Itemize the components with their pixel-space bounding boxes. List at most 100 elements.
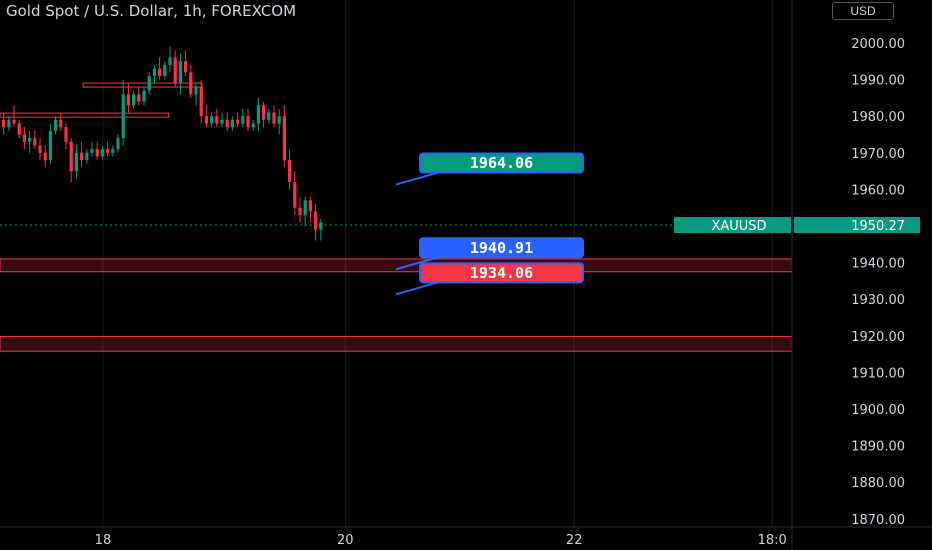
price-tick-label: 2000.00 bbox=[851, 37, 905, 52]
candle bbox=[111, 145, 115, 157]
candle-body bbox=[277, 116, 281, 124]
price-tick-label: 1880.00 bbox=[851, 476, 905, 491]
candle bbox=[220, 112, 224, 128]
candle-body bbox=[2, 119, 6, 128]
candle bbox=[314, 204, 318, 241]
candle bbox=[173, 50, 177, 87]
candle bbox=[22, 127, 26, 150]
price-tick-label: 1990.00 bbox=[851, 74, 905, 89]
price-scale[interactable]: 2000.00 1990.00 1980.00 1970.00 1960.00 1950.… bbox=[851, 37, 905, 528]
candle bbox=[308, 196, 312, 223]
candle bbox=[17, 119, 21, 139]
callout-label: 1964.06 bbox=[470, 154, 533, 172]
candle bbox=[74, 145, 78, 179]
candle bbox=[90, 141, 94, 157]
price-tick-label: 1940.00 bbox=[851, 257, 905, 272]
price-callout[interactable]: 1934.06 bbox=[395, 262, 584, 296]
candle bbox=[168, 46, 172, 73]
callout-label: 1940.91 bbox=[470, 239, 533, 257]
candle-body bbox=[54, 119, 58, 131]
candle bbox=[267, 108, 271, 124]
candle-body bbox=[147, 75, 151, 91]
price-tick-label: 1930.00 bbox=[851, 293, 905, 308]
candle-body bbox=[272, 112, 276, 124]
time-scale[interactable]: 18 20 22 18:0 bbox=[95, 533, 787, 548]
candle-body bbox=[225, 119, 229, 128]
candle-body bbox=[116, 138, 120, 150]
candle-body bbox=[152, 68, 156, 76]
candle bbox=[100, 145, 104, 161]
candle bbox=[80, 141, 84, 168]
candle-body bbox=[210, 116, 214, 124]
candle-body bbox=[80, 152, 84, 161]
candle-body bbox=[90, 149, 94, 153]
candle bbox=[251, 119, 255, 131]
candle bbox=[215, 108, 219, 128]
candle-body bbox=[132, 94, 136, 106]
candle-body bbox=[236, 119, 240, 124]
candle-body bbox=[17, 123, 21, 135]
candle-body bbox=[293, 182, 297, 208]
candle bbox=[225, 112, 229, 131]
support-zones bbox=[0, 258, 793, 352]
candle-body bbox=[38, 145, 42, 153]
candle-body bbox=[241, 116, 245, 124]
callout-box bbox=[419, 262, 584, 284]
candle bbox=[210, 112, 214, 128]
candle bbox=[59, 112, 63, 131]
candle-body bbox=[314, 211, 318, 230]
candle bbox=[64, 123, 68, 150]
candle bbox=[204, 105, 208, 128]
candle-body bbox=[199, 86, 203, 117]
candle bbox=[178, 53, 182, 95]
callout-pointer bbox=[395, 281, 439, 296]
time-tick-label: 18:0 bbox=[758, 533, 787, 548]
price-tick-label: 1900.00 bbox=[851, 403, 905, 418]
candle bbox=[282, 105, 286, 168]
candle-body bbox=[194, 86, 198, 95]
candle-body bbox=[267, 112, 271, 120]
candle-body bbox=[319, 222, 323, 230]
candle bbox=[194, 83, 198, 106]
symbol-label: XAUUSD bbox=[711, 219, 766, 234]
candlesticks bbox=[2, 46, 323, 241]
price-callout[interactable]: 1964.06 bbox=[395, 152, 584, 186]
candle-body bbox=[178, 61, 182, 84]
callout-pointer bbox=[395, 256, 439, 271]
candle bbox=[43, 145, 47, 168]
callout-box bbox=[419, 237, 584, 259]
candle bbox=[246, 108, 250, 131]
candle-body bbox=[163, 64, 167, 76]
price-tick-label: 1870.00 bbox=[851, 513, 905, 528]
candle-body bbox=[256, 105, 260, 124]
candle-body bbox=[303, 200, 307, 216]
candle bbox=[121, 79, 125, 146]
candle-body bbox=[74, 152, 78, 172]
candle bbox=[132, 90, 136, 109]
candle-body bbox=[7, 119, 11, 128]
candle bbox=[28, 130, 32, 153]
candle bbox=[163, 61, 167, 80]
candle-body bbox=[85, 152, 89, 161]
support-zone bbox=[0, 258, 793, 273]
currency-selector[interactable]: USD bbox=[832, 2, 894, 20]
time-tick-label: 22 bbox=[566, 533, 583, 548]
price-callout[interactable]: 1940.91 bbox=[395, 237, 584, 271]
candle-body bbox=[106, 149, 110, 153]
price-callouts[interactable]: 1964.06 1940.91 1934.06 bbox=[395, 152, 584, 296]
candle bbox=[319, 218, 323, 241]
candle-body bbox=[137, 94, 141, 102]
candle bbox=[236, 112, 240, 128]
candle bbox=[38, 138, 42, 161]
candle bbox=[142, 86, 146, 106]
candle bbox=[272, 105, 276, 128]
candle-body bbox=[189, 72, 193, 95]
candle bbox=[298, 196, 302, 223]
candle-body bbox=[215, 116, 219, 124]
candle bbox=[293, 171, 297, 216]
price-tick-label: 1920.00 bbox=[851, 330, 905, 345]
price-tick-label: 1890.00 bbox=[851, 440, 905, 455]
candle bbox=[48, 123, 52, 164]
candle-body bbox=[43, 152, 47, 161]
